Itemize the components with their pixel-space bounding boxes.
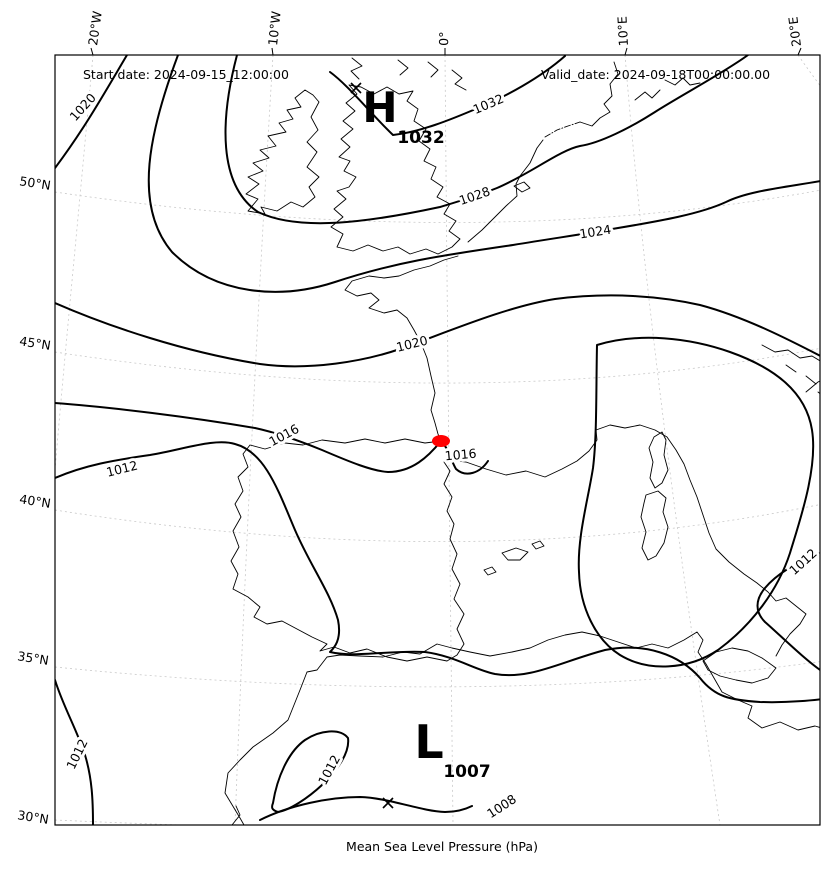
isobar-1016-mediterranean bbox=[577, 336, 815, 668]
coast-wadden-dashed bbox=[544, 121, 581, 138]
isobar-1012-main bbox=[55, 441, 820, 704]
meridian-10e bbox=[624, 55, 721, 825]
contour-label-1016-west: 1016 bbox=[266, 421, 301, 449]
lon-label-0: 0° bbox=[436, 31, 451, 46]
tick-20e bbox=[797, 47, 802, 56]
isobar-1008 bbox=[259, 796, 473, 821]
lon-label-10e: 10°E bbox=[614, 16, 631, 47]
isobars bbox=[55, 55, 820, 825]
isobar-1024 bbox=[147, 55, 820, 293]
parallel-30n bbox=[55, 819, 192, 825]
parallel-50n bbox=[55, 189, 820, 223]
contour-label-1028: 1028 bbox=[457, 183, 492, 208]
coast-adriatic bbox=[761, 344, 820, 395]
lon-label-20w: 20°W bbox=[85, 10, 105, 46]
coast-benelux-germany bbox=[467, 61, 701, 243]
coast-sardinia bbox=[640, 490, 669, 561]
tick-10w bbox=[271, 47, 274, 56]
high-center-x-marker bbox=[350, 82, 362, 94]
lon-label-10w: 10°W bbox=[265, 10, 284, 46]
lat-label-30n: 30°N bbox=[16, 807, 49, 827]
low-center-x-marker bbox=[382, 797, 394, 809]
isobar-1020-northwest bbox=[55, 55, 128, 169]
left-axis-labels: 50°N 45°N 40°N 35°N 30°N bbox=[16, 173, 51, 827]
contour-label-1012-morocco: 1012 bbox=[315, 752, 343, 787]
lat-label-45n: 45°N bbox=[18, 333, 51, 353]
isobar-1012-southwest bbox=[55, 679, 94, 825]
red-location-marker bbox=[432, 435, 450, 447]
contour-label-1032: 1032 bbox=[471, 91, 506, 117]
meridian-20e bbox=[797, 55, 820, 87]
coast-north-africa bbox=[224, 631, 820, 825]
isobar-1012-morocco-closed bbox=[271, 730, 350, 813]
isobar-1012-south-italy bbox=[756, 552, 820, 672]
pressure-centers: H 1032 L 1007 bbox=[350, 82, 491, 809]
coast-scotland-fragments bbox=[350, 57, 467, 91]
contour-label-1024: 1024 bbox=[578, 222, 612, 242]
contour-label-1016-east: 1016 bbox=[444, 446, 477, 464]
contour-label-1012-sw: 1012 bbox=[63, 736, 90, 771]
tick-20w bbox=[90, 47, 94, 56]
contour-label-1008: 1008 bbox=[484, 791, 519, 821]
coast-corsica bbox=[648, 431, 669, 489]
contour-label-1020-nw: 1020 bbox=[66, 90, 98, 124]
coastlines bbox=[224, 57, 820, 825]
lat-label-50n: 50°N bbox=[18, 173, 51, 193]
plot-frame bbox=[54, 54, 821, 826]
meridian-10w bbox=[234, 55, 274, 825]
isobar-1028 bbox=[224, 55, 749, 225]
valid-date-annotation: Valid_date: 2024-09-18T00:00:00.00 bbox=[541, 67, 770, 82]
isobar-1020-main bbox=[55, 294, 820, 368]
coast-ireland bbox=[245, 89, 320, 215]
meridian-20w bbox=[55, 55, 94, 471]
parallel-35n bbox=[55, 661, 820, 688]
coast-balearics bbox=[483, 540, 545, 576]
low-value: 1007 bbox=[443, 762, 490, 782]
graticule bbox=[55, 55, 820, 825]
lon-label-20e: 20°E bbox=[785, 16, 804, 48]
high-value: 1032 bbox=[397, 128, 444, 148]
meridian-0 bbox=[444, 55, 454, 825]
coast-sicily bbox=[702, 647, 777, 684]
isobar-1032 bbox=[329, 55, 566, 136]
coast-great-britain bbox=[330, 84, 461, 255]
isobar-1016-main bbox=[55, 402, 489, 475]
top-ticks bbox=[90, 47, 802, 56]
start-date-annotation: Start date: 2024-09-15_12:00:00 bbox=[83, 67, 289, 82]
high-letter: H bbox=[362, 83, 397, 132]
tick-10e bbox=[624, 47, 628, 56]
parallel-45n bbox=[55, 347, 820, 384]
lat-label-35n: 35°N bbox=[16, 648, 49, 668]
lat-label-40n: 40°N bbox=[18, 491, 51, 511]
xaxis-title: Mean Sea Level Pressure (hPa) bbox=[346, 839, 538, 854]
top-axis-labels: 20°W 10°W 0° 10°E 20°E bbox=[85, 10, 804, 47]
coast-france-iberia bbox=[230, 255, 807, 662]
low-letter: L bbox=[414, 715, 443, 769]
parallel-40n bbox=[55, 504, 820, 542]
